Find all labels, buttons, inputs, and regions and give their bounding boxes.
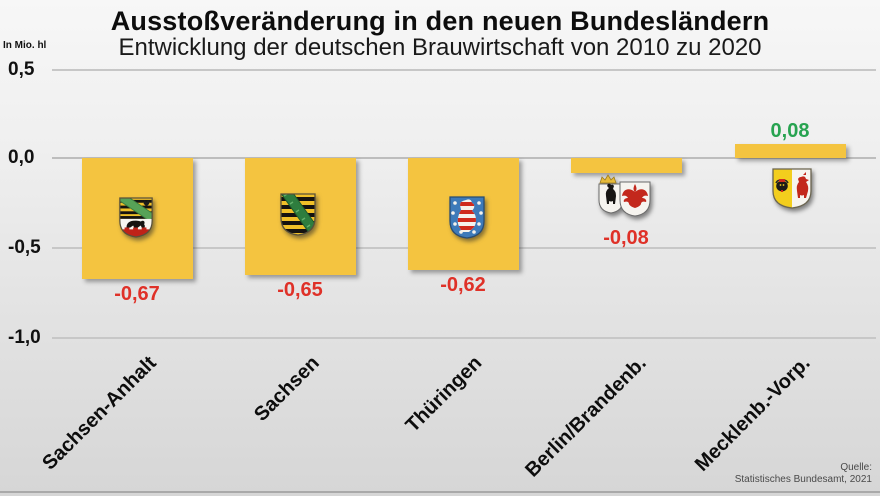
xlabel-thueringen: Thüringen	[401, 352, 487, 437]
coat-of-arms-sachsen-icon	[280, 193, 316, 236]
coat-of-arms-sachsen-anhalt-icon	[119, 197, 153, 238]
value-label-berlin-brandenburg: -0,08	[603, 227, 649, 249]
coat-of-arms-berlin-brandenburg-icon	[598, 174, 651, 217]
xlabel-sachsen-anhalt: Sachsen-Anhalt	[38, 352, 161, 475]
source-text: Statistisches Bundesamt, 2021	[734, 474, 872, 485]
bottom-divider	[0, 491, 880, 493]
value-label-thueringen: -0,62	[440, 274, 486, 296]
chart-title: Ausstoßveränderung in den neuen Bundeslä…	[110, 6, 770, 36]
ytick-minus-1-0: -1,0	[8, 327, 41, 348]
chart-subtitle: Entwicklung der deutschen Brauwirtschaft…	[118, 34, 762, 61]
source-label: Quelle:	[840, 462, 872, 473]
coat-of-arms-mecklenburg-vorpommern-icon	[772, 168, 812, 209]
xlabel-berlin-brandenburg: Berlin/Brandenb.	[521, 352, 651, 482]
gridline-plus-0-5	[52, 69, 876, 71]
xlabel-mecklenburg-vorpommern: Mecklenb.-Vorp.	[690, 352, 815, 476]
ytick-zero: 0,0	[8, 147, 35, 168]
y-axis-unit-label: In Mio. hl	[3, 40, 47, 51]
gridline-minus-1-0	[52, 337, 876, 339]
value-label-sachsen-anhalt: -0,67	[114, 283, 160, 305]
ytick-minus-0-5: -0,5	[8, 237, 41, 258]
bar-mecklenburg-vorpommern	[735, 144, 846, 158]
coat-of-arms-thueringen-icon	[449, 196, 485, 239]
xlabel-sachsen: Sachsen	[249, 352, 324, 426]
source-note: Quelle: Statistisches Bundesamt, 2021	[735, 462, 872, 486]
value-label-sachsen: -0,65	[277, 279, 323, 301]
ytick-plus-0-5: 0,5	[8, 59, 35, 80]
value-label-mecklenburg-vorpommern: 0,08	[770, 120, 810, 142]
bar-berlin-brandenburg	[571, 158, 682, 173]
